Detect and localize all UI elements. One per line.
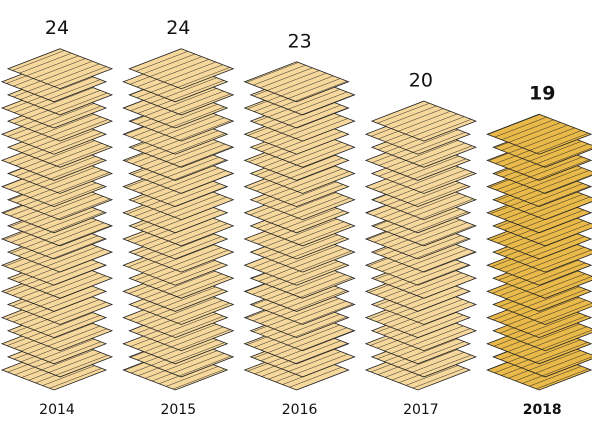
- tile-hatch: [487, 114, 592, 155]
- tile-stack: [122, 48, 235, 391]
- tile-hatch: [8, 48, 112, 89]
- category-label: 2016: [282, 402, 318, 418]
- tile-hatch: [244, 61, 349, 102]
- category-label: 2015: [160, 402, 196, 418]
- tile-hatch: [371, 101, 476, 142]
- category-label: 2014: [39, 402, 75, 418]
- category-label: 2018: [523, 402, 562, 418]
- category-label: 2017: [403, 402, 439, 418]
- value-label: 24: [45, 17, 69, 39]
- tile-stack: [0, 48, 114, 391]
- tile-stack: [486, 113, 592, 391]
- tile-hatch: [129, 48, 234, 89]
- value-label: 24: [166, 17, 190, 39]
- tile-stack: [364, 100, 478, 391]
- value-label: 19: [529, 83, 555, 105]
- value-label: 23: [288, 30, 312, 52]
- tile-stack: [243, 61, 356, 391]
- value-label: 20: [409, 70, 433, 92]
